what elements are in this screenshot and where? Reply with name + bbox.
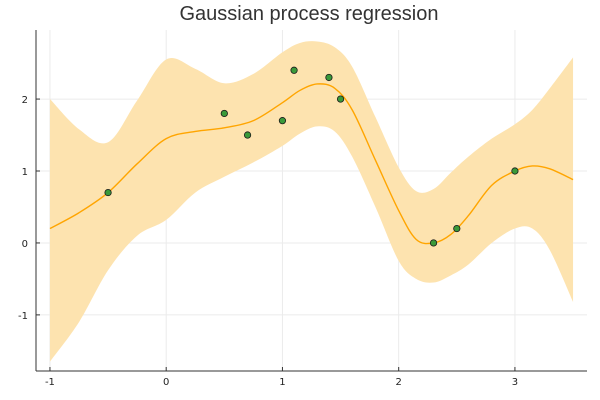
data-point xyxy=(429,239,438,247)
y-tick-label: 1 xyxy=(22,167,28,178)
mean-line xyxy=(49,83,574,245)
y-tick-label: 0 xyxy=(22,239,28,250)
y-tick-label: 2 xyxy=(22,95,28,106)
observations xyxy=(104,66,519,247)
x-tick-label: 0 xyxy=(163,377,169,388)
axes xyxy=(35,30,587,372)
chart-title: Gaussian process regression xyxy=(179,3,438,25)
data-point xyxy=(325,73,333,82)
mean-curve xyxy=(49,83,574,245)
data-point xyxy=(243,131,252,139)
data-point xyxy=(290,66,298,74)
y-tick-labels: -1 0 1 2 xyxy=(18,95,28,322)
x-tick-label: 1 xyxy=(279,377,285,388)
confidence-band xyxy=(49,41,574,362)
x-tick-label: 3 xyxy=(512,377,518,388)
y-tick-label: -1 xyxy=(18,311,28,322)
x-tick-labels: -1 0 1 2 3 xyxy=(45,377,518,388)
data-point xyxy=(511,167,519,175)
data-point xyxy=(453,224,461,233)
x-tick-label: -1 xyxy=(45,377,55,388)
x-tick-label: 2 xyxy=(395,377,401,388)
confidence-band-area xyxy=(49,41,574,362)
data-point xyxy=(104,188,112,197)
data-point xyxy=(220,109,228,118)
data-point xyxy=(336,95,345,103)
data-point xyxy=(278,117,287,125)
